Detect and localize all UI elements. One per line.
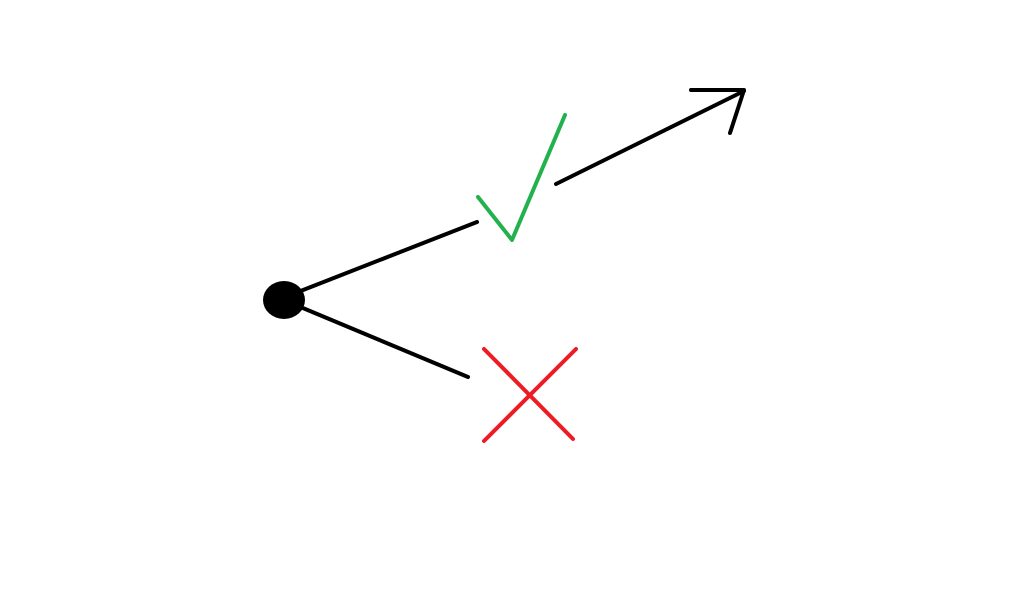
check-icon — [476, 113, 567, 242]
start-node — [263, 281, 305, 319]
lower-branch-line — [296, 304, 470, 379]
arrowhead-icon — [689, 88, 746, 135]
continue-arrow — [554, 88, 746, 186]
upper-branch-line — [296, 220, 479, 294]
cross-icon — [482, 347, 578, 443]
